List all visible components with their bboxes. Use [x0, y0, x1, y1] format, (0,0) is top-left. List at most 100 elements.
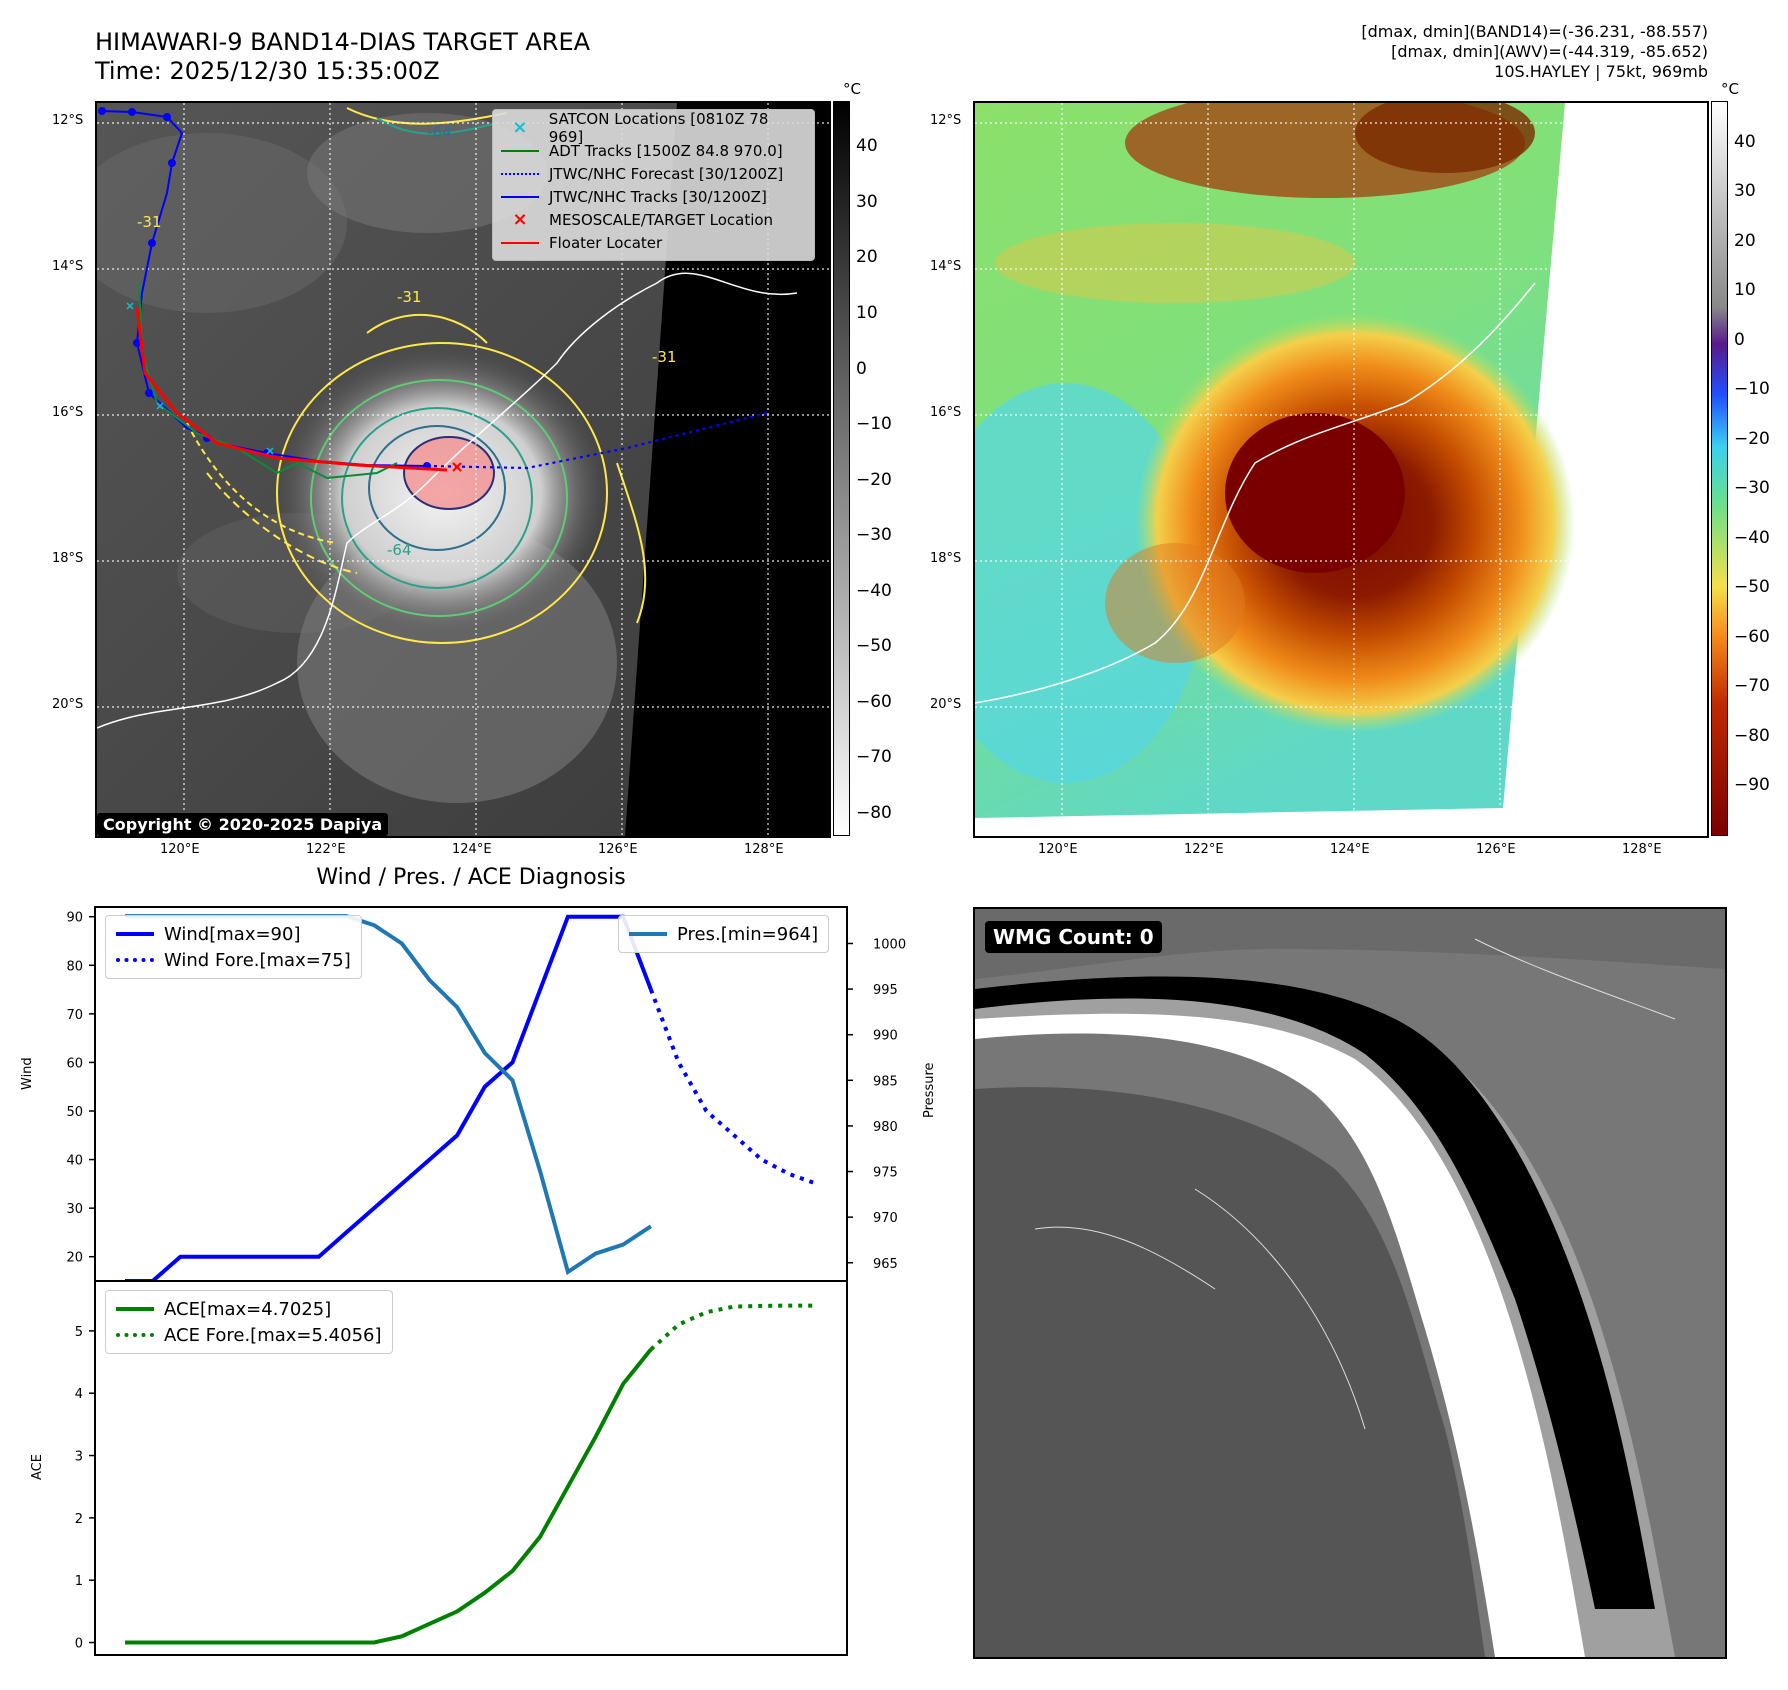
colorbar-tick: −60 [856, 691, 892, 712]
lat-label: 18°S [52, 551, 84, 566]
colorbar-tick: −20 [856, 469, 892, 490]
colorbar-tick: −80 [1734, 725, 1770, 746]
legend-label: ACE Fore.[max=5.4056] [164, 1324, 382, 1346]
lon-label: 120°E [1038, 842, 1078, 857]
legend-label: Floater Locater [549, 233, 663, 252]
colorbar-tick: 30 [856, 191, 878, 212]
legend-label: JTWC/NHC Forecast [30/1200Z] [549, 164, 784, 183]
legend-swatch [116, 958, 154, 962]
colorbar-tick: −10 [856, 414, 892, 435]
legend-label: ACE[max=4.7025] [164, 1298, 332, 1320]
info-block: [dmax, dmin](BAND14)=(-36.231, -88.557) … [1361, 22, 1708, 82]
lat-label: 14°S [930, 259, 962, 274]
colorbar-tick: 10 [856, 303, 878, 323]
legend-swatch: × [512, 116, 528, 138]
colorbar-tick: −30 [856, 525, 892, 546]
wind-axis-label: Wind [20, 1057, 35, 1090]
colorbar-tick: −60 [1734, 626, 1770, 647]
chart-legend-item: Wind Fore.[max=75] [116, 947, 351, 973]
wind-legend: Wind[max=90] Wind Fore.[max=75] [105, 915, 362, 979]
legend-label: JTWC/NHC Tracks [30/1200Z] [549, 187, 767, 206]
legend-swatch [501, 149, 539, 152]
y-tick-label: 70 [66, 1008, 83, 1023]
info-band14: [dmax, dmin](BAND14)=(-36.231, -88.557) [1361, 22, 1708, 41]
legend-swatch [116, 1307, 154, 1311]
y2-tick-label: 985 [873, 1074, 898, 1089]
series-line [649, 988, 818, 1186]
contour-label-3: -31 [397, 288, 422, 306]
legend-swatch [629, 932, 667, 936]
y-tick-label: 5 [75, 1325, 83, 1340]
colorbar-tick: 0 [856, 358, 867, 379]
legend-swatch [501, 172, 539, 175]
y-tick-label: 40 [66, 1154, 83, 1169]
pressure-legend: Pres.[min=964] [618, 915, 830, 953]
colorbar-tick: −10 [1734, 379, 1770, 400]
legend-label: Pres.[min=964] [677, 923, 819, 945]
colorbar-tick: 40 [1734, 131, 1756, 152]
colorbar-tick: −90 [1734, 775, 1770, 796]
colorbar-tick: −30 [1734, 478, 1770, 499]
colorbar-tick: −40 [856, 580, 892, 601]
colorbar-tick: −80 [856, 802, 892, 823]
wmg-panel: WMG Count: 0 [973, 907, 1727, 1659]
lat-label: 16°S [52, 405, 84, 420]
y-tick-label: 3 [75, 1450, 83, 1465]
y2-tick-label: 990 [873, 1029, 898, 1044]
colorbar-tick: 40 [856, 136, 878, 157]
page-time: Time: 2025/12/30 15:35:00Z [95, 57, 440, 85]
y2-tick-label: 980 [873, 1120, 898, 1135]
contour-label-4: -64 [387, 541, 412, 559]
colorbar-tick: −40 [1734, 527, 1770, 548]
dias-map-right [973, 101, 1709, 838]
colorbar-tick: −20 [1734, 428, 1770, 449]
map-legend-item: JTWC/NHC Tracks [30/1200Z] [501, 185, 806, 208]
lon-label: 128°E [744, 842, 784, 857]
colorbar-tick: −50 [856, 636, 892, 657]
map-legend-item: Floater Locater [501, 231, 806, 254]
lon-label: 124°E [1330, 842, 1370, 857]
y2-tick-label: 965 [873, 1257, 898, 1272]
map-legend-item: × SATCON Locations [0810Z 78 969] [501, 110, 806, 146]
dias-imagery [975, 103, 1707, 836]
colorbar-tick: 30 [1734, 181, 1756, 202]
copyright: Copyright © 2020-2025 Dapiya [97, 813, 389, 836]
y-tick-label: 30 [66, 1202, 83, 1217]
lat-label: 16°S [930, 405, 962, 420]
map-legend-item: JTWC/NHC Forecast [30/1200Z] [501, 162, 806, 185]
legend-swatch [116, 1333, 154, 1337]
legend-label: ADT Tracks [1500Z 84.8 970.0] [549, 141, 783, 160]
lat-label: 12°S [52, 113, 84, 128]
chart-legend-item: ACE[max=4.7025] [116, 1296, 382, 1322]
y-tick-label: 90 [66, 911, 83, 926]
ace-axis-label: ACE [30, 1454, 45, 1480]
y-tick-label: 20 [66, 1251, 83, 1266]
legend-label: Wind Fore.[max=75] [164, 949, 351, 971]
y-tick-label: 4 [75, 1387, 83, 1402]
lon-label: 126°E [1476, 842, 1516, 857]
lat-label: 20°S [930, 697, 962, 712]
contour-label-5: -31 [652, 348, 677, 366]
lon-label: 124°E [452, 842, 492, 857]
lat-label: 12°S [930, 113, 962, 128]
contour-label-2: -31 [137, 213, 162, 231]
legend-label: MESOSCALE/TARGET Location [549, 210, 774, 229]
legend-swatch [501, 195, 539, 198]
lat-label: 20°S [52, 697, 84, 712]
chart-legend-item: Wind[max=90] [116, 921, 351, 947]
series-line [125, 1348, 653, 1645]
series-line [649, 1303, 817, 1351]
lat-label: 18°S [930, 551, 962, 566]
lon-label: 126°E [598, 842, 638, 857]
map-legend: × SATCON Locations [0810Z 78 969] ADT Trac… [492, 109, 815, 261]
colorbar-left [833, 101, 850, 836]
legend-swatch [501, 241, 539, 244]
wmg-count-badge: WMG Count: 0 [985, 921, 1162, 953]
y-tick-label: 80 [66, 959, 83, 974]
colorbar-tick: −70 [856, 747, 892, 768]
lon-label: 122°E [306, 842, 346, 857]
info-storm: 10S.HAYLEY | 75kt, 969mb [1494, 62, 1708, 81]
colorbar-tick: 10 [1734, 280, 1756, 301]
y2-tick-label: 995 [873, 983, 898, 998]
chart-legend-item: Pres.[min=964] [629, 921, 818, 947]
